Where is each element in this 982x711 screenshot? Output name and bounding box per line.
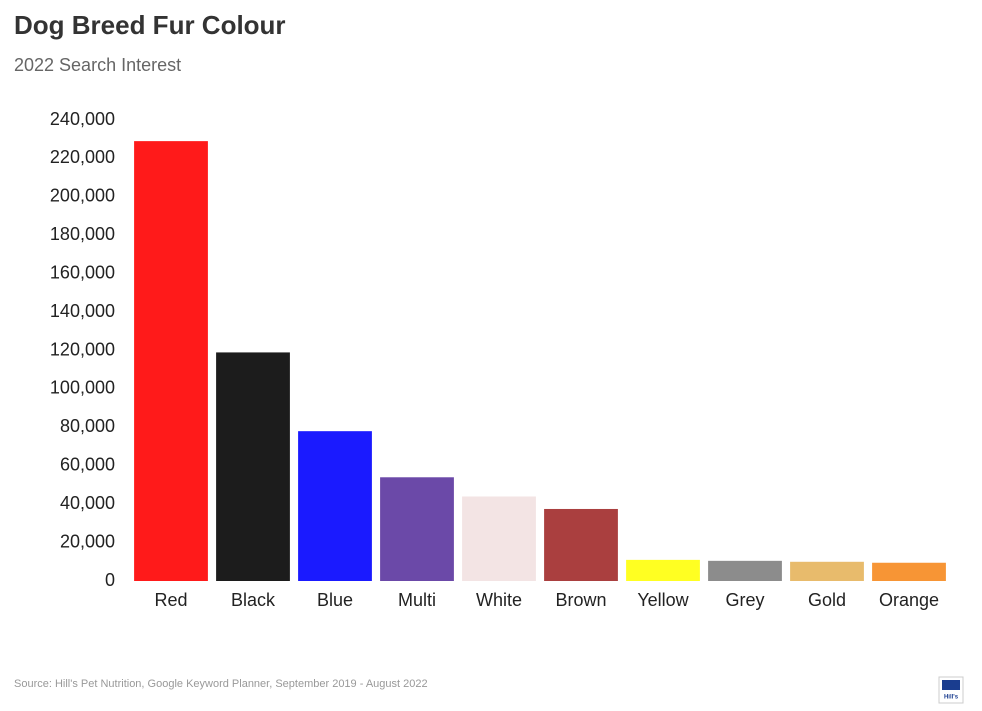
x-tick-label: Black xyxy=(231,590,276,610)
x-tick-label: Brown xyxy=(555,590,606,610)
source: Source: Hill's Pet Nutrition, Google Key… xyxy=(14,678,428,690)
bar xyxy=(380,477,454,581)
bar xyxy=(872,562,946,581)
chart-title: Dog Breed Fur Colour xyxy=(14,10,286,40)
y-tick-label: 20,000 xyxy=(60,531,115,551)
y-tick-label: 40,000 xyxy=(60,493,115,513)
bar xyxy=(708,560,782,581)
bar xyxy=(134,141,208,582)
y-tick-label: 100,000 xyxy=(50,378,115,398)
x-tick-label: Grey xyxy=(725,590,764,610)
y-tick-label: 200,000 xyxy=(50,186,115,206)
y-tick-label: 0 xyxy=(105,570,115,590)
x-tick-label: Gold xyxy=(808,590,846,610)
y-tick-label: 180,000 xyxy=(50,224,115,244)
bar xyxy=(462,496,536,581)
y-tick-label: 60,000 xyxy=(60,455,115,475)
x-tick-label: Red xyxy=(154,590,187,610)
y-tick-label: 120,000 xyxy=(50,339,115,359)
y-tick-label: 80,000 xyxy=(60,416,115,436)
logo: Hill's xyxy=(944,695,959,701)
x-tick-label: Orange xyxy=(879,590,939,610)
y-tick-label: 140,000 xyxy=(50,301,115,321)
chart-subtitle: 2022 Search Interest xyxy=(14,55,181,75)
x-tick-label: White xyxy=(476,590,522,610)
bar xyxy=(790,561,864,581)
x-tick-label: Blue xyxy=(317,590,353,610)
x-tick-label: Multi xyxy=(398,590,436,610)
bar xyxy=(544,508,618,581)
y-tick-label: 160,000 xyxy=(50,262,115,282)
bar xyxy=(626,559,700,581)
logo-flag xyxy=(942,680,960,690)
y-tick-label: 220,000 xyxy=(50,147,115,167)
bar xyxy=(216,352,290,581)
y-tick-label: 240,000 xyxy=(50,109,115,129)
bar xyxy=(298,431,372,581)
x-tick-label: Yellow xyxy=(637,590,689,610)
